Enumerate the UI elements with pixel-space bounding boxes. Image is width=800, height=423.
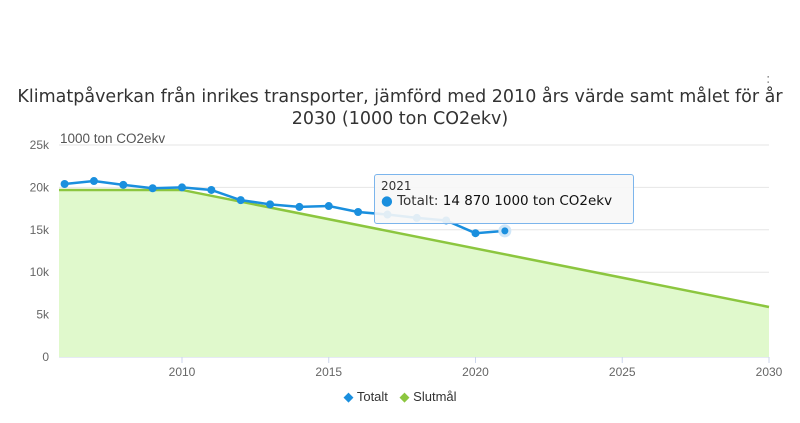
tooltip-dot-icon: ● (381, 193, 393, 209)
legend-item-totalt[interactable]: ◆ Totalt (343, 389, 387, 404)
x-tick-label: 2020 (462, 365, 489, 379)
legend-marker-icon: ◆ (343, 389, 354, 404)
totalt-point (236, 196, 245, 205)
totalt-point (498, 224, 512, 238)
y-tick-label: 15k (30, 223, 50, 237)
tooltip-value: 14 870 1000 ton CO2ekv (442, 193, 613, 209)
y-tick-label: 20k (30, 180, 50, 194)
totalt-point (295, 202, 304, 211)
totalt-point (89, 177, 98, 186)
y-tick-label: 25k (30, 138, 50, 152)
legend: ◆ Totalt ◆ Slutmål (0, 389, 800, 405)
y-axis-title: 1000 ton CO2ekv (60, 131, 165, 146)
y-tick-label: 0 (42, 350, 49, 364)
x-tick-label: 2015 (315, 365, 342, 379)
totalt-point (148, 184, 157, 193)
tooltip: 2021 ● Totalt: 14 870 1000 ton CO2ekv (374, 174, 634, 224)
totalt-point (354, 207, 363, 216)
chart-menu-icon[interactable]: : (766, 72, 771, 87)
tooltip-year: 2021 (381, 179, 412, 193)
legend-item-slutmal[interactable]: ◆ Slutmål (400, 389, 457, 404)
slutmal-area (59, 189, 769, 357)
totalt-point (178, 183, 186, 192)
totalt-point (324, 202, 333, 211)
y-tick-label: 10k (30, 265, 50, 279)
totalt-point (471, 229, 480, 238)
slutmal-line (59, 188, 770, 309)
x-tick-label: 2025 (609, 365, 636, 379)
totalt-point (119, 180, 128, 189)
x-tick-label: 2030 (756, 365, 783, 379)
totalt-point (266, 200, 275, 209)
totalt-point (60, 180, 69, 189)
legend-marker-icon: ◆ (399, 389, 410, 404)
legend-label: Slutmål (413, 389, 457, 404)
totalt-point (207, 185, 216, 194)
tooltip-series: Totalt: (397, 193, 439, 209)
x-tick-label: 2010 (169, 365, 196, 379)
y-tick-label: 5k (36, 308, 50, 322)
legend-label: Totalt (356, 389, 388, 404)
chart-title: Klimatpåverkan från inrikes transporter,… (17, 87, 783, 129)
